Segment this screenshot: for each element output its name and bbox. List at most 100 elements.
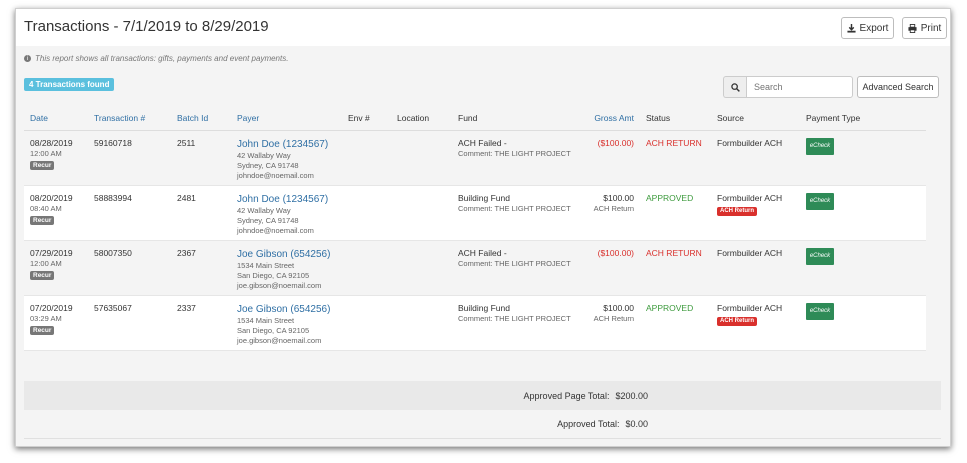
source-text: Formbuilder ACH	[717, 303, 783, 313]
source-text: Formbuilder ACH	[717, 193, 783, 203]
source-cell: Formbuilder ACH	[711, 240, 800, 296]
payer-link[interactable]: John Doe (1234567)	[237, 139, 329, 150]
fund-text: Building Fund	[458, 303, 510, 313]
fund-comment: Comment: THE LIGHT PROJECT	[458, 149, 571, 158]
status-cell: APPROVED	[640, 185, 711, 241]
approved-total-label: Approved Total:	[557, 419, 620, 429]
advanced-search-button[interactable]: Advanced Search	[857, 76, 939, 98]
ach-return-badge: ACH Return	[717, 207, 757, 216]
payer-address-1: 1534 Main Street	[237, 316, 295, 325]
transaction-cell: 58007350	[88, 240, 171, 296]
ach-return-badge: ACH Return	[717, 317, 757, 326]
payer-address-2: Sydney, CA 91748	[237, 216, 299, 225]
date-text: 07/20/2019	[30, 303, 73, 313]
transactions-table: Date Transaction # Batch Id Payer Env # …	[24, 105, 926, 351]
table-header-row: Date Transaction # Batch Id Payer Env # …	[24, 105, 926, 131]
table-row: 07/29/2019 12:00 AM Recur 58007350 2367 Jo…	[24, 240, 926, 296]
print-label: Print	[920, 22, 942, 34]
env-cell	[342, 295, 391, 351]
status-text: ACH RETURN	[646, 138, 702, 148]
gross-amount: ($100.00)	[597, 138, 634, 148]
approved-page-total-label: Approved Page Total:	[523, 390, 610, 401]
col-batch[interactable]: Batch Id	[171, 105, 231, 131]
payer-cell: Joe Gibson (654256) 1534 Main Street San D…	[231, 240, 342, 296]
recur-badge: Recur	[30, 271, 55, 280]
fund-cell: ACH Failed - Comment: THE LIGHT PROJECT	[452, 130, 584, 186]
payer-cell: Joe Gibson (654256) 1534 Main Street San D…	[231, 295, 342, 351]
payer-email: joe.gibson@noemail.com	[237, 281, 322, 290]
printer-icon	[908, 23, 917, 33]
export-button[interactable]: Export	[841, 17, 894, 39]
col-status: Status	[640, 105, 711, 131]
payer-address-1: 1534 Main Street	[237, 261, 295, 270]
search-icon[interactable]	[723, 76, 746, 98]
payer-address-1: 42 Wallaby Way	[237, 206, 291, 215]
time-text: 03:29 AM	[30, 314, 62, 323]
echeck-icon: eCheck	[806, 303, 834, 320]
transaction-cell: 58883994	[88, 185, 171, 241]
export-label: Export	[859, 22, 889, 34]
payer-link[interactable]: Joe Gibson (654256)	[237, 304, 331, 315]
payment-type-cell: eCheck	[800, 240, 926, 296]
payer-cell: John Doe (1234567) 42 Wallaby Way Sydney, …	[231, 185, 342, 241]
info-icon: i	[24, 55, 31, 62]
batch-cell: 2481	[171, 185, 231, 241]
fund-comment: Comment: THE LIGHT PROJECT	[458, 204, 571, 213]
col-date[interactable]: Date	[24, 105, 88, 131]
gross-note: ACH Return	[593, 314, 634, 323]
time-text: 08:40 AM	[30, 204, 62, 213]
col-fund: Fund	[452, 105, 584, 131]
date-cell: 07/29/2019 12:00 AM Recur	[24, 240, 88, 296]
batch-cell: 2337	[171, 295, 231, 351]
gross-amount: ($100.00)	[597, 248, 634, 258]
env-cell	[342, 185, 391, 241]
approved-total-row: Approved Total: $0.00	[24, 410, 941, 439]
search-input[interactable]	[746, 76, 853, 98]
payer-link[interactable]: John Doe (1234567)	[237, 194, 329, 205]
col-transaction[interactable]: Transaction #	[88, 105, 171, 131]
fund-cell: ACH Failed - Comment: THE LIGHT PROJECT	[452, 240, 584, 296]
approved-total-value: $0.00	[625, 419, 648, 429]
payer-cell: John Doe (1234567) 42 Wallaby Way Sydney, …	[231, 130, 342, 186]
col-source: Source	[711, 105, 800, 131]
fund-comment: Comment: THE LIGHT PROJECT	[458, 314, 571, 323]
col-payment-type: Payment Type	[800, 105, 926, 131]
payer-link[interactable]: Joe Gibson (654256)	[237, 249, 331, 260]
col-payer[interactable]: Payer	[231, 105, 342, 131]
print-button[interactable]: Print	[902, 17, 947, 39]
status-text: APPROVED	[646, 193, 694, 203]
source-text: Formbuilder ACH	[717, 138, 783, 148]
search-group	[723, 76, 853, 98]
date-cell: 08/20/2019 08:40 AM Recur	[24, 185, 88, 241]
status-text: APPROVED	[646, 303, 694, 313]
gross-amount: $100.00	[603, 303, 634, 313]
payer-address-1: 42 Wallaby Way	[237, 151, 291, 160]
col-location: Location	[391, 105, 452, 131]
time-text: 12:00 AM	[30, 259, 62, 268]
date-text: 08/28/2019	[30, 138, 73, 148]
status-text: ACH RETURN	[646, 248, 702, 258]
table-row: 07/20/2019 03:29 AM Recur 57635067 2337 Jo…	[24, 295, 926, 351]
transaction-cell: 57635067	[88, 295, 171, 351]
batch-cell: 2511	[171, 130, 231, 186]
env-cell	[342, 130, 391, 186]
date-text: 07/29/2019	[30, 248, 73, 258]
report-header: Transactions - 7/1/2019 to 8/29/2019 Exp…	[16, 9, 950, 46]
payment-type-cell: eCheck	[800, 185, 926, 241]
gross-amount: $100.00	[603, 193, 634, 203]
payer-address-2: San Diego, CA 92105	[237, 271, 310, 280]
report-window: Transactions - 7/1/2019 to 8/29/2019 Exp…	[15, 8, 951, 447]
col-gross[interactable]: Gross Amt	[584, 105, 640, 131]
transaction-cell: 59160718	[88, 130, 171, 186]
approved-page-total-row: Approved Page Total: $200.00	[24, 381, 941, 410]
table-row: 08/28/2019 12:00 AM Recur 59160718 2511 Jo…	[24, 130, 926, 186]
gross-note: ACH Return	[593, 204, 634, 213]
fund-text: Building Fund	[458, 193, 510, 203]
source-cell: Formbuilder ACH ACH Return	[711, 295, 800, 351]
time-text: 12:00 AM	[30, 149, 62, 158]
status-cell: ACH RETURN	[640, 130, 711, 186]
gross-cell: $100.00 ACH Return	[584, 295, 640, 351]
recur-badge: Recur	[30, 326, 55, 335]
fund-cell: Building Fund Comment: THE LIGHT PROJECT	[452, 185, 584, 241]
gross-cell: ($100.00)	[584, 130, 640, 186]
